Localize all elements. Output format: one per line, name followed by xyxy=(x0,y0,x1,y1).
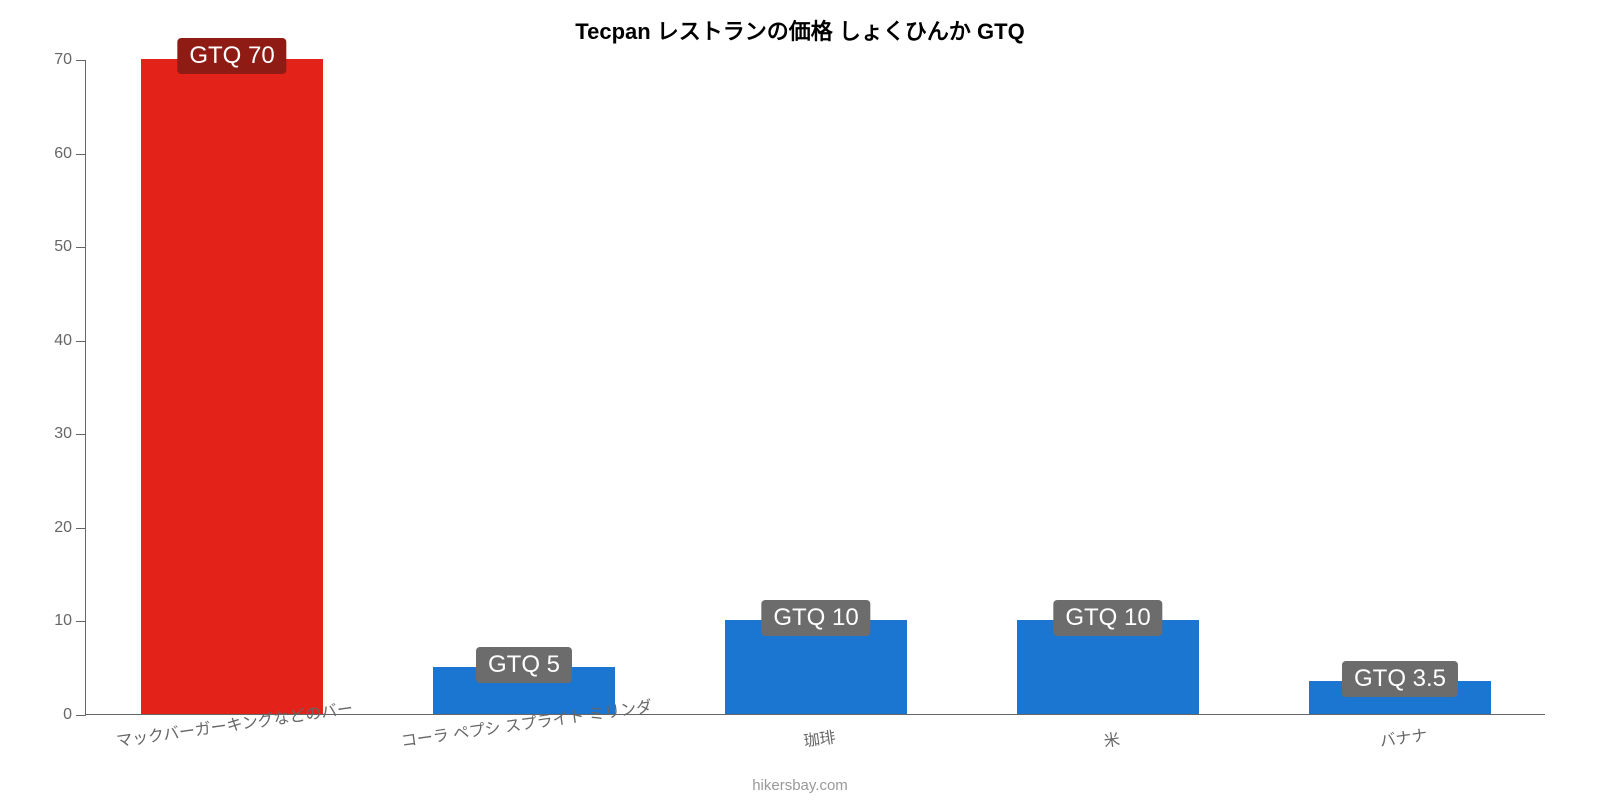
attribution-text: hikersbay.com xyxy=(0,777,1600,794)
y-tick-label: 30 xyxy=(54,425,86,443)
bar-value-label: GTQ 10 xyxy=(761,600,870,636)
x-tick-label: 米 xyxy=(1100,712,1121,752)
bar-value-label: GTQ 5 xyxy=(476,647,572,683)
y-tick-label: 40 xyxy=(54,332,86,350)
y-tick-label: 10 xyxy=(54,612,86,630)
y-tick-label: 70 xyxy=(54,51,86,69)
y-tick-label: 20 xyxy=(54,519,86,537)
y-tick-label: 60 xyxy=(54,145,86,163)
bar-value-label: GTQ 10 xyxy=(1053,600,1162,636)
plot-area: 010203040506070GTQ 70マックバーガーキングなどのバーGTQ … xyxy=(85,60,1545,715)
chart-container: Tecpan レストランの価格 しょくひんか GTQ 0102030405060… xyxy=(0,0,1600,800)
x-tick-label: 珈琲 xyxy=(800,710,837,752)
bar-value-label: GTQ 3.5 xyxy=(1342,661,1458,697)
x-tick-label: バナナ xyxy=(1376,707,1429,751)
y-tick-label: 0 xyxy=(63,706,86,724)
bar-value-label: GTQ 70 xyxy=(177,38,286,74)
y-tick-label: 50 xyxy=(54,238,86,256)
bar xyxy=(141,59,322,714)
